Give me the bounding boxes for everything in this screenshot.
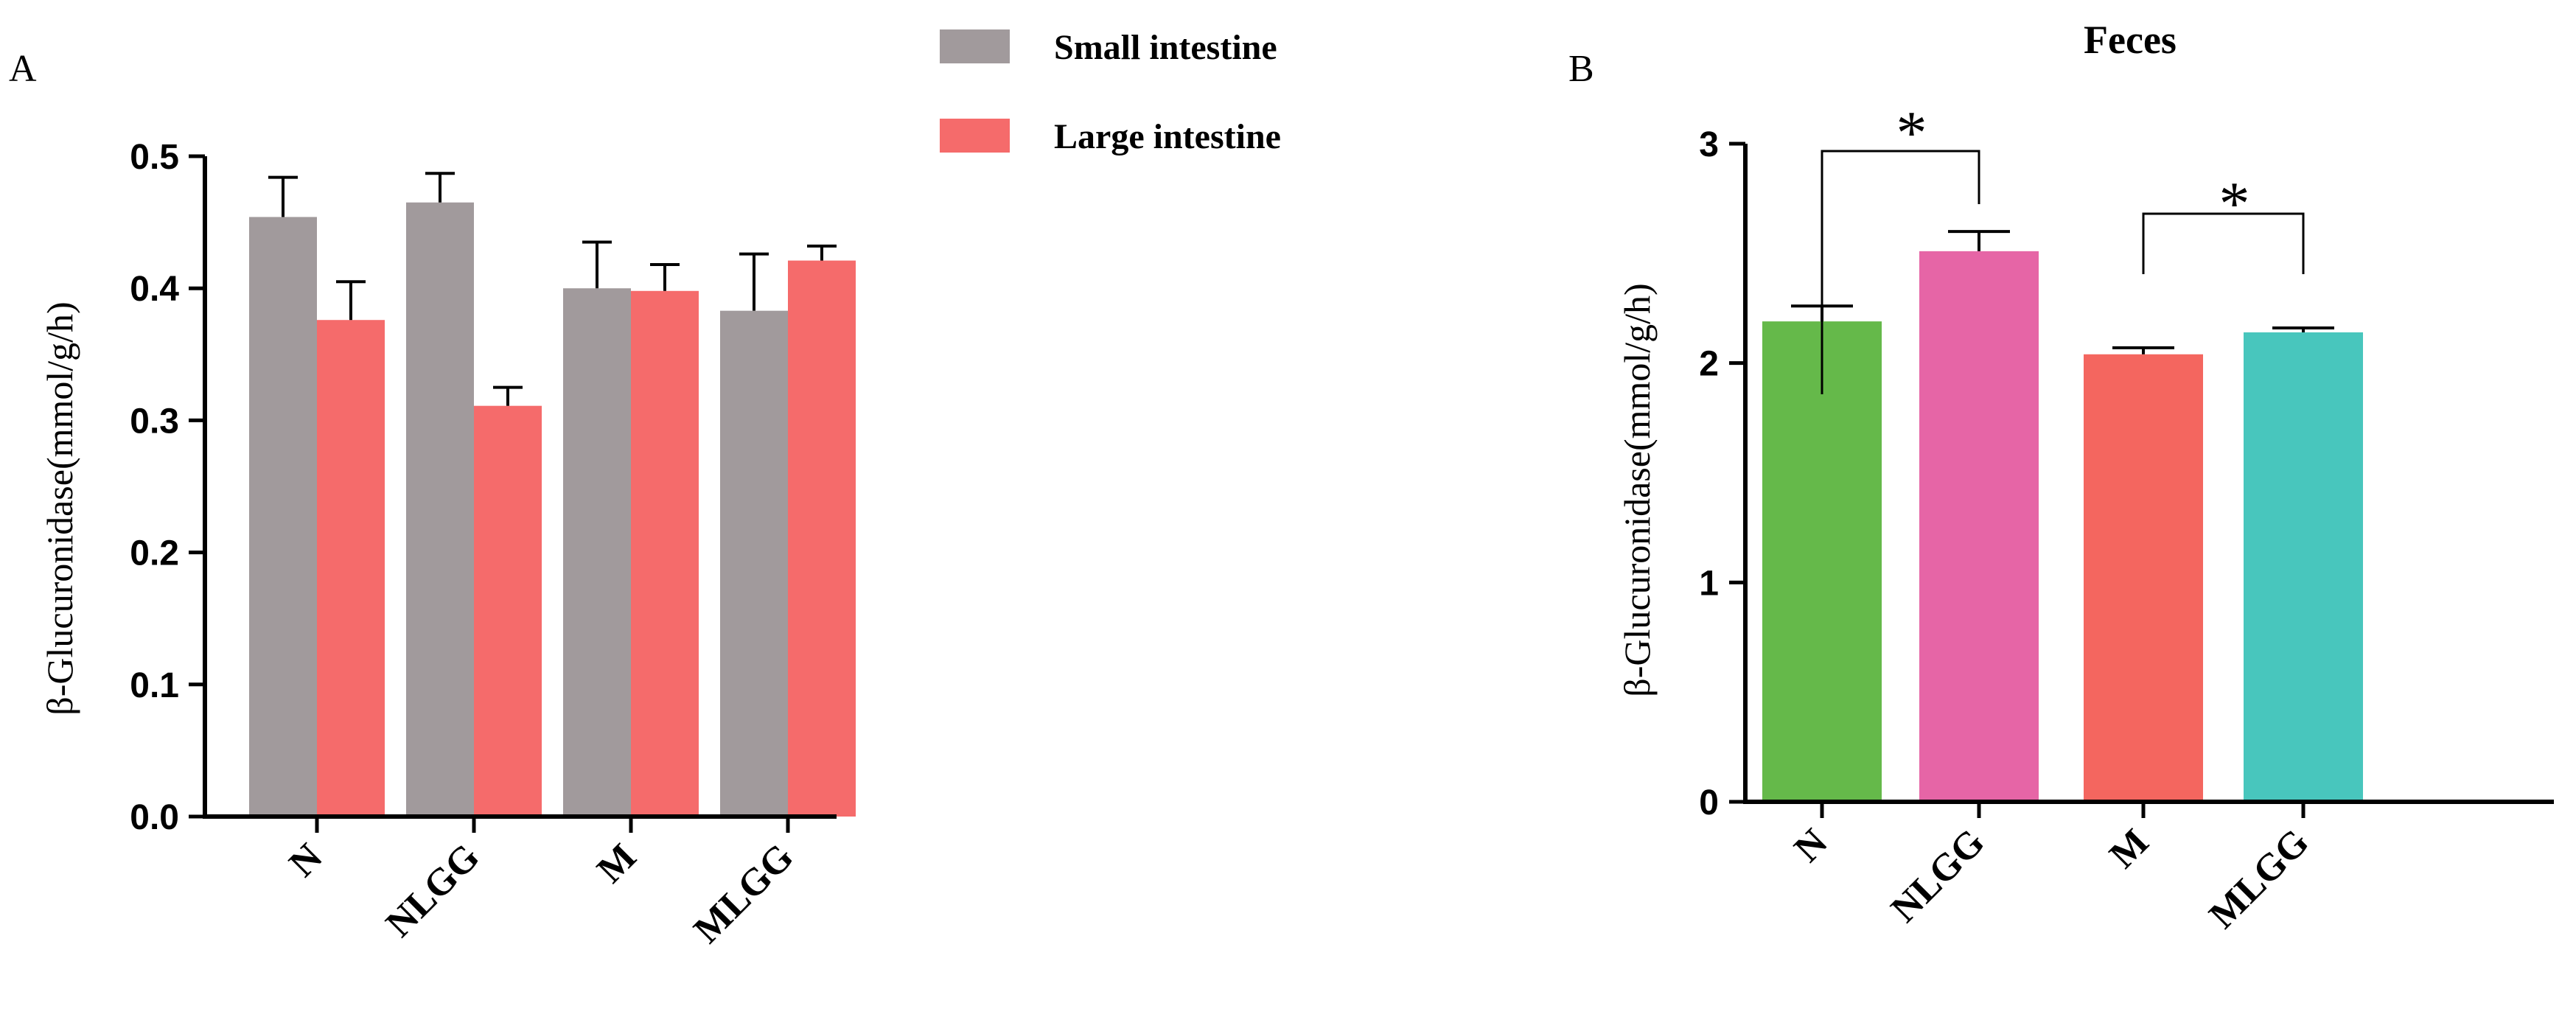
bar-mlgg [2244,332,2363,802]
x-tick-label: MLGG [2202,821,2317,937]
y-tick-label: 2 [1699,345,1719,384]
legend-swatch-large-intestine [940,119,1010,153]
significance-bracket [1821,150,1980,394]
panel-a-letter: A [9,48,37,90]
x-tick-label: NLGG [378,836,488,946]
bar-small-intestine [249,217,317,817]
panel-a-y-axis-label: β-Glucuronidase(mmol/g/h) [39,301,80,715]
bar-large-intestine [631,290,699,817]
bar-small-intestine [563,288,631,817]
x-tick-label: M [2101,821,2157,876]
legend-swatch-small-intestine [940,29,1010,63]
x-tick-label: N [1787,821,1836,870]
panel-a-y-ticks: 0.0 0.1 0.2 0.3 0.4 0.5 [130,138,205,837]
bar-small-intestine [406,202,474,817]
y-tick-label: 0.4 [130,270,179,309]
panel-a-error-bars [268,172,837,406]
y-tick-label: 0 [1699,783,1719,822]
legend-label-large-intestine: Large intestine [1054,117,1281,156]
bar-large-intestine [317,320,385,817]
bar-n [1762,321,1882,802]
panel-b-y-axis-label: β-Glucuronidase(mmol/g/h) [1616,283,1658,696]
panel-a-bars [249,202,856,817]
significance-bracket [2142,212,2305,274]
y-tick-label: 0.0 [130,798,179,837]
bar-m [2084,354,2203,802]
y-tick-label: 0.2 [130,534,179,573]
panel-a: A β-Glucuronidase(mmol/g/h) 0.0 0.1 0.2 0.3… [9,28,1281,951]
panel-b-x-ticks: N NLGG M MLGG [1787,802,2317,937]
y-tick-label: 0.1 [130,666,179,705]
panel-b-y-ticks: 0 1 2 3 [1699,125,1745,822]
panel-b-bars [1762,251,2363,802]
bar-large-intestine [788,260,856,817]
significance-star: * [2219,170,2250,238]
y-tick-label: 3 [1699,125,1719,164]
panel-a-x-ticks: N NLGG M MLGG [282,817,802,951]
y-tick-label: 1 [1699,564,1719,603]
y-tick-label: 0.3 [130,402,179,441]
panel-b-significance: ** [1821,99,2305,394]
x-tick-label: N [282,836,331,885]
bar-large-intestine [474,405,542,817]
bar-small-intestine [720,310,788,817]
panel-a-legend: Small intestine Large intestine [940,28,1281,156]
legend-label-small-intestine: Small intestine [1054,28,1277,67]
panel-b-title: Feces [2084,18,2177,62]
panel-b-letter: B [1568,48,1594,90]
panel-b: B Feces β-Glucuronidase(mmol/g/h) 0 1 2 3 N… [1568,18,2554,937]
bar-nlgg [1919,251,2039,802]
y-tick-label: 0.5 [130,138,179,177]
x-tick-label: NLGG [1883,821,1993,931]
x-tick-label: M [589,836,644,891]
x-tick-label: MLGG [686,836,802,951]
significance-star: * [1896,99,1927,167]
